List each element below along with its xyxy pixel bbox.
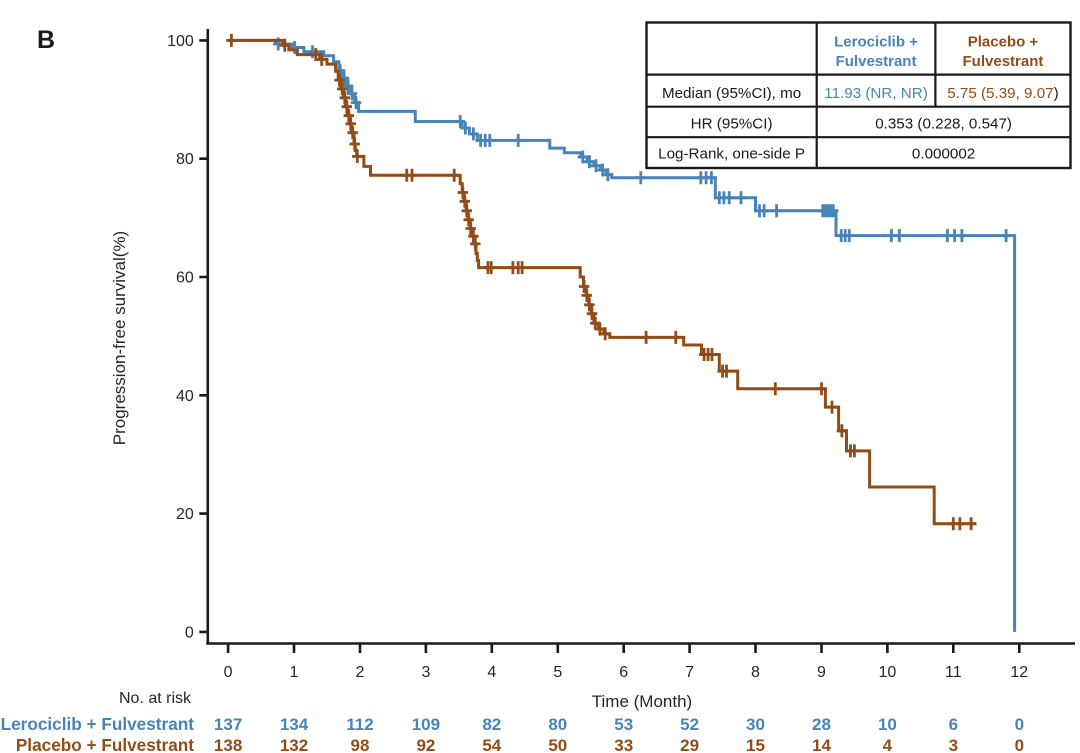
svg-text:Time (Month): Time (Month)	[592, 692, 692, 711]
svg-text:10: 10	[878, 715, 897, 734]
svg-text:50: 50	[548, 736, 567, 753]
svg-text:3: 3	[949, 736, 958, 753]
svg-text:0.353 (0.228, 0.547): 0.353 (0.228, 0.547)	[875, 116, 1012, 133]
svg-text:100: 100	[167, 33, 194, 50]
svg-text:Placebo +: Placebo +	[968, 34, 1039, 51]
svg-text:2: 2	[356, 664, 365, 681]
svg-text:5.75 (5.39, 9.07): 5.75 (5.39, 9.07)	[947, 85, 1058, 102]
svg-text:112: 112	[346, 715, 373, 734]
svg-text:80: 80	[548, 715, 567, 734]
svg-text:Fulvestrant: Fulvestrant	[963, 53, 1044, 70]
svg-text:10: 10	[879, 664, 897, 681]
svg-text:132: 132	[280, 736, 308, 753]
svg-text:Lerociclib + Fulvestrant: Lerociclib + Fulvestrant	[1, 714, 195, 734]
svg-text:30: 30	[746, 715, 765, 734]
svg-text:15: 15	[746, 736, 765, 753]
svg-text:33: 33	[614, 736, 633, 753]
svg-text:92: 92	[416, 736, 435, 753]
svg-text:0: 0	[1015, 715, 1024, 734]
svg-text:134: 134	[280, 715, 309, 734]
svg-text:109: 109	[412, 715, 440, 734]
svg-text:54: 54	[482, 736, 501, 753]
svg-text:0: 0	[185, 624, 194, 641]
svg-text:98: 98	[351, 736, 370, 753]
svg-text:52: 52	[680, 715, 699, 734]
svg-text:12: 12	[1010, 664, 1028, 681]
svg-text:9: 9	[817, 664, 826, 681]
svg-text:14: 14	[812, 736, 831, 753]
svg-text:Fulvestrant: Fulvestrant	[836, 53, 917, 70]
svg-text:3: 3	[421, 664, 430, 681]
svg-text:8: 8	[751, 664, 760, 681]
svg-text:Log-Rank, one-side P: Log-Rank, one-side P	[658, 146, 805, 163]
svg-text:7: 7	[685, 664, 694, 681]
svg-text:138: 138	[214, 736, 242, 753]
svg-text:40: 40	[176, 388, 194, 405]
svg-text:Progression-free survival(%): Progression-free survival(%)	[110, 231, 129, 445]
svg-text:53: 53	[614, 715, 633, 734]
svg-text:No. at risk: No. at risk	[119, 690, 192, 707]
svg-text:60: 60	[176, 270, 194, 287]
svg-text:0.000002: 0.000002	[912, 146, 975, 163]
svg-text:HR (95%CI): HR (95%CI)	[691, 116, 773, 133]
svg-text:82: 82	[482, 715, 501, 734]
svg-text:B: B	[37, 26, 55, 54]
svg-text:Median (95%CI), mo: Median (95%CI), mo	[662, 85, 801, 102]
svg-text:11.93 (NR, NR): 11.93 (NR, NR)	[824, 85, 928, 102]
svg-text:6: 6	[619, 664, 628, 681]
svg-text:20: 20	[176, 506, 194, 523]
svg-text:Lerociclib +: Lerociclib +	[834, 34, 918, 51]
svg-text:29: 29	[680, 736, 699, 753]
svg-text:Placebo + Fulvestrant: Placebo + Fulvestrant	[16, 735, 194, 753]
svg-text:28: 28	[812, 715, 831, 734]
svg-text:0: 0	[1015, 736, 1024, 753]
svg-text:4: 4	[883, 736, 893, 753]
svg-text:137: 137	[214, 715, 242, 734]
svg-text:4: 4	[487, 664, 496, 681]
svg-text:1: 1	[290, 664, 299, 681]
svg-text:80: 80	[176, 151, 194, 168]
svg-text:5: 5	[553, 664, 562, 681]
svg-text:6: 6	[949, 715, 958, 734]
svg-text:0: 0	[224, 664, 233, 681]
svg-text:11: 11	[945, 664, 962, 681]
